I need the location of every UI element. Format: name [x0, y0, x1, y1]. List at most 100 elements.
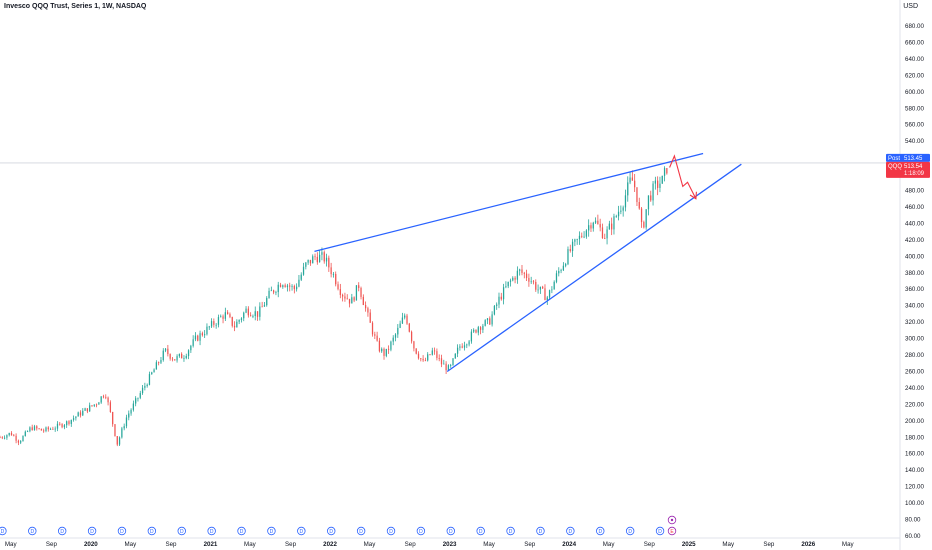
candle-body	[505, 286, 507, 288]
candle-body	[608, 223, 610, 230]
candle-body	[369, 312, 371, 323]
candle-body	[611, 223, 613, 230]
candle-body	[514, 277, 516, 280]
candle-body	[164, 348, 167, 351]
dividend-event-icon[interactable]	[476, 526, 485, 536]
candle-body	[162, 350, 164, 361]
candle-body	[314, 256, 316, 258]
candle-body	[227, 312, 229, 315]
candle-body	[631, 177, 633, 181]
candle-body	[151, 372, 153, 375]
candle-body	[629, 177, 631, 183]
candle-body	[486, 318, 489, 321]
y-tick-label: 620.00	[905, 72, 924, 79]
candle-body	[413, 341, 415, 349]
candle-body	[341, 294, 344, 297]
candle-body	[519, 269, 521, 271]
dividend-event-icon[interactable]	[207, 526, 216, 536]
candle-body	[250, 315, 252, 317]
dividend-event-icon[interactable]	[386, 526, 396, 536]
candle-body	[72, 418, 75, 420]
candle-body	[192, 339, 194, 346]
dividend-event-icon[interactable]	[625, 526, 635, 536]
candle-body	[420, 358, 422, 360]
y-tick-label: 480.00	[905, 188, 924, 195]
lower-trendline[interactable]	[446, 163, 742, 373]
dividend-event-letter: D	[240, 529, 244, 535]
candle-body	[321, 252, 323, 255]
dividend-event-icon[interactable]	[177, 526, 186, 536]
candle-body	[479, 327, 482, 330]
dividend-event-icon[interactable]	[0, 526, 7, 536]
candle-body	[155, 362, 157, 370]
dividend-event-icon[interactable]	[566, 526, 575, 536]
currency-label: USD	[903, 3, 918, 10]
dividend-event-icon[interactable]	[596, 526, 605, 536]
dividend-event-icon[interactable]	[416, 526, 426, 536]
candle-body	[54, 428, 56, 430]
candle-body	[553, 281, 555, 290]
last-price-value: 513.54	[904, 164, 923, 170]
dividend-event-icon[interactable]	[506, 526, 515, 536]
candle-body	[148, 374, 151, 385]
dividend-event-icon[interactable]	[87, 526, 97, 536]
x-tick-label: 2023	[443, 541, 457, 548]
candle-body	[415, 348, 417, 354]
candle-body	[360, 287, 362, 297]
candle-body	[585, 230, 588, 237]
candle-body	[348, 298, 351, 304]
candle-body	[385, 348, 387, 356]
candle-body	[284, 285, 286, 288]
candle-body	[222, 316, 224, 319]
dividend-event-icon[interactable]	[327, 526, 336, 536]
candle-body	[197, 335, 199, 341]
x-tick-label: May	[483, 541, 496, 548]
candle-body	[204, 334, 206, 336]
y-tick-label: 100.00	[905, 500, 924, 507]
candle-body	[185, 355, 187, 359]
candle-body	[539, 286, 542, 290]
candle-body	[8, 432, 10, 436]
x-tick-label: May	[603, 541, 616, 548]
split-event-icon[interactable]	[667, 526, 677, 536]
projection-path[interactable]	[669, 154, 697, 199]
dividend-event-icon[interactable]	[147, 526, 157, 536]
y-tick-label: 400.00	[905, 253, 924, 260]
dividend-event-icon[interactable]	[536, 526, 545, 536]
candle-body	[410, 331, 413, 342]
candle-body	[236, 321, 238, 328]
upper-trendline[interactable]	[314, 152, 704, 253]
dividend-event-icon[interactable]	[237, 526, 246, 536]
dividend-event-icon[interactable]	[356, 526, 366, 536]
split-event-letter: E	[670, 529, 674, 535]
x-tick-label: Sep	[165, 541, 177, 548]
candle-body	[291, 285, 293, 287]
dividend-event-letter: D	[539, 529, 543, 535]
candle-body	[116, 436, 118, 445]
dividend-event-letter: D	[1, 529, 5, 535]
candle-body	[208, 326, 210, 328]
candle-body	[438, 358, 440, 359]
dividend-event-icon[interactable]	[267, 526, 276, 536]
y-tick-label: 340.00	[905, 303, 924, 310]
x-tick-label: Sep	[46, 541, 58, 548]
candle-body	[351, 297, 353, 304]
candle-body	[459, 346, 461, 348]
candle-body	[36, 426, 38, 429]
candle-body	[358, 285, 360, 288]
candle-body	[597, 220, 599, 225]
dividend-event-icon[interactable]	[446, 526, 455, 536]
dividend-event-icon[interactable]	[655, 526, 665, 536]
candle-body	[132, 403, 135, 410]
x-tick-label: Sep	[524, 541, 536, 548]
candle-body	[181, 353, 183, 359]
candle-body	[544, 288, 546, 301]
dividend-event-icon[interactable]	[297, 526, 306, 536]
candle-body	[535, 281, 537, 290]
dividend-event-letter: D	[210, 529, 214, 535]
dividend-event-icon[interactable]	[28, 526, 37, 536]
dividend-event-icon[interactable]	[117, 526, 127, 536]
dividend-event-icon[interactable]	[57, 526, 67, 536]
candle-body	[112, 412, 114, 425]
